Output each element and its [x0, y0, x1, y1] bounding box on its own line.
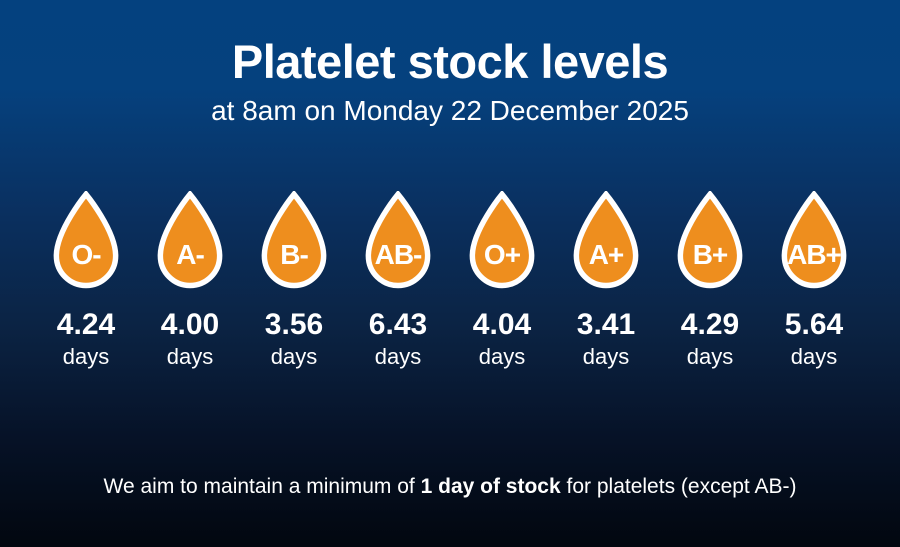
blood-group-label: AB-	[374, 238, 423, 270]
drop-shape	[157, 190, 223, 288]
stock-days-value: 4.29	[680, 307, 740, 341]
note-suffix: for platelets (except AB-)	[560, 475, 797, 498]
blood-group-cell-ab-pos: AB+ 5.64 days	[762, 190, 866, 369]
blood-group-label: B-	[280, 238, 309, 270]
blood-group-cell-ab-neg: AB- 6.43 days	[346, 190, 450, 369]
note-bold: 1 day of stock	[420, 475, 561, 498]
stock-days-value: 6.43	[368, 307, 428, 341]
stock-days-value: 3.56	[264, 307, 324, 341]
page-title: Platelet stock levels	[231, 35, 669, 88]
blood-drop-icon: B+	[671, 190, 749, 291]
blood-group-label: AB+	[787, 238, 842, 270]
blood-group-cell-a-pos: A+ 3.41 days	[554, 190, 658, 369]
blood-group-cell-b-pos: B+ 4.29 days	[658, 190, 762, 369]
drop-shape	[781, 190, 847, 288]
drop-shape	[53, 190, 119, 288]
drop-shape	[573, 190, 639, 288]
blood-group-cell-o-neg: O- 4.24 days	[34, 190, 138, 369]
blood-drop-icon: B-	[255, 190, 333, 291]
drop-shape	[469, 190, 535, 288]
blood-group-label: O-	[71, 238, 101, 270]
drop-shape	[365, 190, 431, 288]
header: Platelet stock levels at 8am on Monday 2…	[0, 0, 900, 127]
blood-group-label: B+	[692, 238, 729, 270]
stock-days-unit: days	[478, 343, 526, 369]
stock-days-unit: days	[270, 343, 318, 369]
stock-days-unit: days	[166, 343, 214, 369]
blood-group-label: A+	[588, 238, 625, 270]
blood-drop-icon: O+	[463, 190, 541, 291]
blood-group-label: O+	[483, 238, 521, 270]
blood-group-row: O- 4.24 days A- 4.00 days B- 3.56 days A…	[0, 190, 900, 369]
stock-days-value: 4.00	[160, 307, 220, 341]
stock-days-unit: days	[686, 343, 734, 369]
blood-group-cell-o-pos: O+ 4.04 days	[450, 190, 554, 369]
blood-group-label: A-	[176, 238, 205, 270]
stock-days-value: 4.24	[56, 307, 116, 341]
blood-group-cell-a-neg: A- 4.00 days	[138, 190, 242, 369]
blood-drop-icon: A-	[151, 190, 229, 291]
stock-days-unit: days	[790, 343, 838, 369]
minimum-stock-note: We aim to maintain a minimum of 1 day of…	[0, 475, 900, 499]
page-subtitle: at 8am on Monday 22 December 2025	[211, 94, 689, 126]
stock-days-unit: days	[374, 343, 422, 369]
stock-days-unit: days	[62, 343, 110, 369]
blood-group-cell-b-neg: B- 3.56 days	[242, 190, 346, 369]
blood-drop-icon: AB-	[359, 190, 437, 291]
stock-days-value: 4.04	[472, 307, 532, 341]
stock-days-value: 5.64	[784, 307, 844, 341]
blood-drop-icon: AB+	[775, 190, 853, 291]
blood-drop-icon: O-	[47, 190, 125, 291]
stock-days-unit: days	[582, 343, 630, 369]
drop-shape	[261, 190, 327, 288]
note-prefix: We aim to maintain a minimum of	[103, 475, 421, 498]
drop-shape	[677, 190, 743, 288]
stock-days-value: 3.41	[576, 307, 636, 341]
blood-drop-icon: A+	[567, 190, 645, 291]
